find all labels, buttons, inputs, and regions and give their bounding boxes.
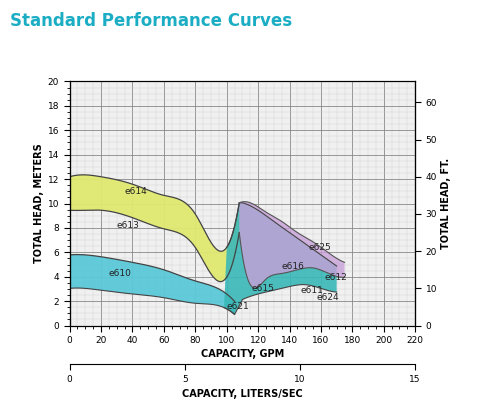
Y-axis label: TOTAL HEAD, METERS: TOTAL HEAD, METERS xyxy=(34,144,44,263)
Text: e625: e625 xyxy=(308,243,331,252)
Polygon shape xyxy=(70,175,239,282)
Text: e621: e621 xyxy=(227,302,250,311)
X-axis label: CAPACITY, GPM: CAPACITY, GPM xyxy=(201,349,284,359)
Polygon shape xyxy=(224,203,336,315)
Text: Standard Performance Curves: Standard Performance Curves xyxy=(10,12,292,30)
Text: e612: e612 xyxy=(324,273,347,282)
Text: e611: e611 xyxy=(300,286,324,295)
Text: e624: e624 xyxy=(316,293,339,302)
Text: e615: e615 xyxy=(252,284,275,293)
Text: e614: e614 xyxy=(125,187,147,196)
X-axis label: CAPACITY, LITERS/SEC: CAPACITY, LITERS/SEC xyxy=(182,389,303,399)
Polygon shape xyxy=(239,201,345,288)
Text: e610: e610 xyxy=(109,269,132,278)
Polygon shape xyxy=(70,254,235,315)
Text: e613: e613 xyxy=(117,221,140,230)
Y-axis label: TOTAL HEAD, FT.: TOTAL HEAD, FT. xyxy=(441,158,451,249)
Text: e616: e616 xyxy=(282,262,304,271)
